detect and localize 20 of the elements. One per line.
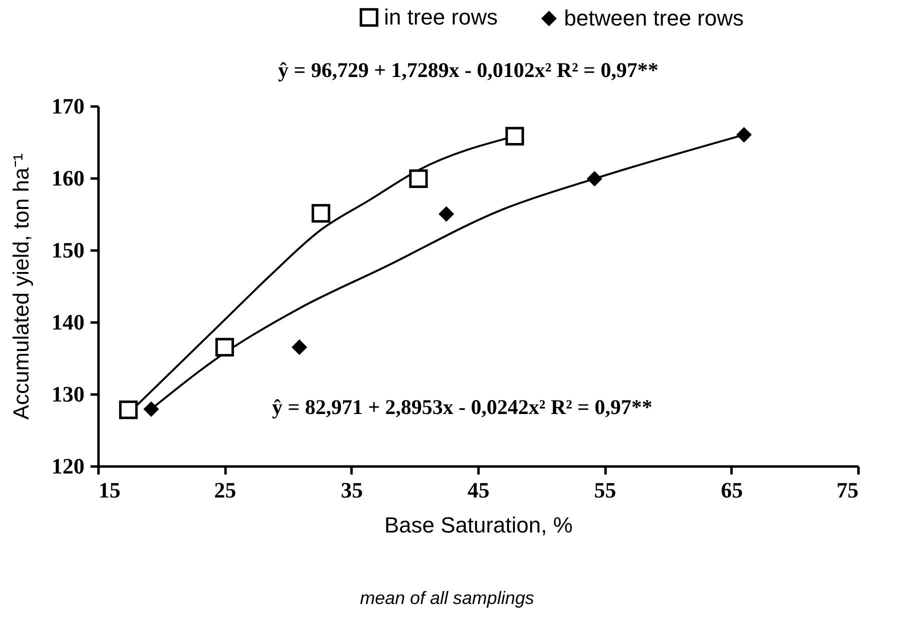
x-axis-title: Base Saturation, % [384, 512, 573, 538]
y-axis-title: Accumulated yield, ton ha⁻¹ [8, 153, 34, 420]
y-tick-label: 140 [52, 310, 84, 334]
x-tick-label: 15 [98, 478, 120, 502]
y-tick-label: 130 [52, 382, 84, 406]
annotation: ŷ = 82,971 + 2,8953x - 0,0242x² R² = 0,97** [272, 395, 652, 420]
text: mean of all samplings [360, 588, 534, 609]
legend-label: between tree rows [564, 6, 744, 30]
x-tick-label: 25 [214, 478, 236, 502]
x-tick-label: 55 [594, 478, 616, 502]
legend-label: in tree rows [384, 4, 498, 30]
x-tick-label: 75 [836, 478, 858, 502]
x-tick-label: 45 [468, 478, 490, 502]
y-tick-label: 120 [52, 454, 84, 478]
x-tick-label: 35 [340, 478, 363, 502]
y-tick-label: 170 [52, 94, 84, 118]
x-tick-label: 65 [720, 478, 743, 502]
y-tick-label: 160 [52, 166, 84, 190]
text: ŷ = 96,729 + 1,7289x - 0,0102x² R² = 0,97** [278, 58, 658, 83]
y-tick-label: 150 [52, 238, 84, 262]
